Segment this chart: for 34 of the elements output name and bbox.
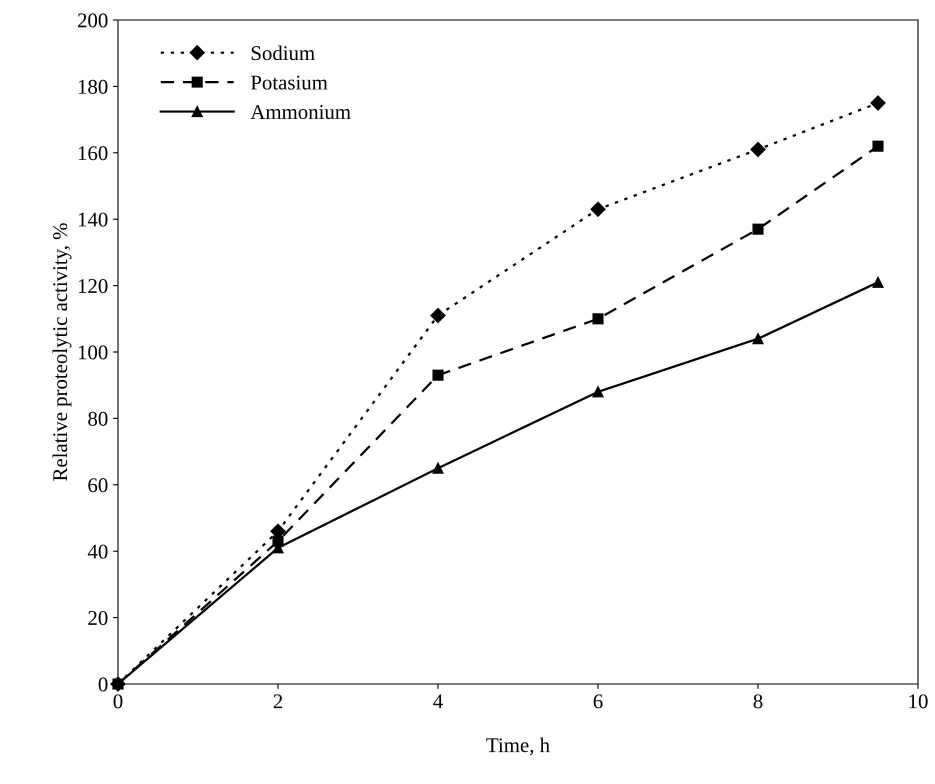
y-tick-label: 40 <box>88 544 108 559</box>
point <box>752 224 764 235</box>
y-tick-label: 160 <box>78 146 108 160</box>
point <box>432 370 444 381</box>
legend-label: Sodium <box>252 46 315 60</box>
x-tick-label: 2 <box>274 694 282 708</box>
x-tick-label: 10 <box>909 694 928 708</box>
y-tick-label: 0 <box>98 677 108 692</box>
legend-label: Potasium <box>250 76 328 90</box>
y-tick-label: 100 <box>78 345 108 360</box>
point <box>752 333 764 344</box>
point <box>872 276 884 288</box>
y-tick-label: 200 <box>78 13 108 28</box>
y-axis-title: Relative proteolytic activity, % <box>52 223 72 481</box>
point <box>430 308 446 324</box>
y-tick-label: 80 <box>88 412 108 426</box>
legend-label: Ammonium <box>250 105 351 120</box>
y-tick-label: 20 <box>88 610 108 626</box>
point <box>590 202 606 217</box>
point <box>750 142 766 158</box>
y-tick-label: 180 <box>78 80 108 94</box>
point <box>870 95 886 111</box>
x-tick-label: 0 <box>114 694 122 708</box>
x-axis-title: Time, h <box>486 738 550 756</box>
point <box>592 386 604 398</box>
point <box>432 462 444 474</box>
x-tick-label: 4 <box>433 694 443 708</box>
point <box>872 140 884 152</box>
x-tick-label: 6 <box>594 694 603 708</box>
y-tick-label: 120 <box>78 278 108 294</box>
x-tick-label: 8 <box>754 694 762 708</box>
y-tick-label: 60 <box>88 478 108 492</box>
y-tick-label: 140 <box>78 212 108 227</box>
point <box>592 313 604 324</box>
